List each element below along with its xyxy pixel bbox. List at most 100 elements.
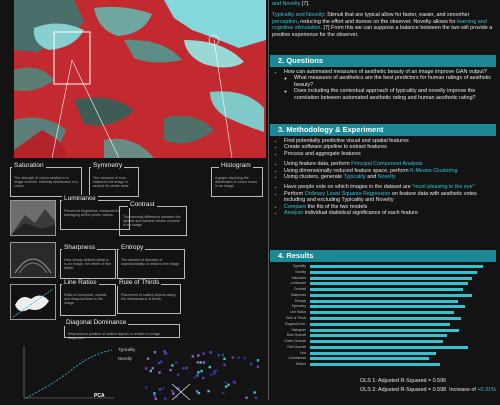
typicality-legend: Typicality bbox=[118, 347, 136, 352]
result-bar bbox=[310, 293, 472, 297]
result-bar-row: Texture bbox=[272, 362, 494, 368]
scatter-point bbox=[164, 397, 167, 400]
result-bar bbox=[310, 276, 472, 280]
scatter-point bbox=[195, 373, 199, 377]
ols2-row: OLS 2: Adjusted R-Squared = 0.598 Increa… bbox=[360, 387, 496, 394]
method-item: Analyze individual statistical significa… bbox=[284, 210, 496, 216]
scatter-point bbox=[157, 361, 160, 365]
rule-of-thirds-label: Rule of Thirds bbox=[117, 279, 162, 286]
histogram-label: Histogram bbox=[219, 162, 253, 169]
result-bar-label: Diagonal Dom. bbox=[284, 321, 306, 326]
result-bar bbox=[310, 334, 447, 338]
result-bar-row: Histogram bbox=[272, 328, 494, 334]
result-bar-label: Luminance bbox=[290, 281, 306, 286]
diagonal-dominance-label: Diagonal Dominance bbox=[64, 319, 129, 326]
contrast-box: The intensity difference between the lig… bbox=[119, 206, 187, 236]
result-bar-label: Saturation bbox=[291, 275, 306, 280]
method-item: Using feature data, perform Principal Co… bbox=[284, 161, 496, 167]
symmetry-box: The measure of how balanced the image is… bbox=[89, 167, 139, 197]
questions-sub-list: What measures of aesthetics are the best… bbox=[284, 75, 494, 101]
rule-of-thirds-box: Placement of salient objects along the i… bbox=[117, 284, 181, 314]
scatter-point bbox=[213, 371, 216, 374]
column-divider bbox=[268, 0, 269, 400]
result-bar-row: Novelty bbox=[272, 270, 494, 276]
method-item: Compare the fits of the two models bbox=[284, 204, 496, 210]
scatter-point bbox=[197, 371, 200, 374]
scatter-point bbox=[158, 371, 161, 374]
result-bar-row: Luminance bbox=[272, 281, 494, 287]
method-item: Create software pipeline to extract feat… bbox=[284, 144, 496, 150]
result-bar-label: Texture bbox=[295, 362, 306, 367]
methods-group-3: Have people vote on which images in the … bbox=[274, 184, 496, 216]
line-ratio-thumbnail bbox=[10, 284, 56, 320]
result-bar-label: Typicality bbox=[292, 264, 306, 268]
scatter-point bbox=[172, 392, 175, 395]
scatter-point bbox=[163, 351, 167, 355]
result-bar bbox=[310, 311, 454, 315]
result-bar-row: Contrast bbox=[272, 287, 494, 293]
scatter-point bbox=[160, 360, 163, 364]
method-item: Have people vote on which images in the … bbox=[284, 184, 496, 190]
result-bar bbox=[310, 363, 440, 367]
line-ratio-thumbnail-svg bbox=[12, 288, 54, 318]
symmetry-label: Symmetry bbox=[91, 162, 125, 169]
feature-grid: The strength of colour relative to a sin… bbox=[0, 158, 268, 340]
scatter-point bbox=[149, 369, 152, 373]
scatter-point bbox=[207, 389, 210, 393]
question-sub-2: Does including the contextual approach o… bbox=[294, 88, 494, 101]
sharpness-label: Sharpness bbox=[62, 244, 98, 251]
scatter-point bbox=[223, 357, 226, 360]
result-bar-row: Typicality bbox=[272, 264, 494, 270]
result-bar-label: Contrast bbox=[293, 287, 306, 292]
result-bar-row: Sharpness bbox=[272, 293, 494, 299]
scatter-point bbox=[169, 368, 172, 372]
result-bar-row: Red Channel bbox=[272, 345, 494, 351]
scatter-point bbox=[175, 386, 179, 390]
questions-list: How can automated measures of aesthetic … bbox=[274, 69, 494, 101]
methods-group-1: Find potentially predictive visual and s… bbox=[274, 138, 496, 157]
scatter-point bbox=[223, 363, 226, 366]
method-item: Perform Ordinary Least Squares Regressio… bbox=[284, 191, 496, 204]
result-bar bbox=[310, 265, 483, 268]
scatter-point bbox=[215, 369, 218, 372]
result-bar-label: Rule of Thirds bbox=[286, 316, 306, 320]
scatter-point bbox=[196, 361, 199, 364]
scatter-point bbox=[249, 362, 253, 366]
scatter-point bbox=[171, 364, 174, 367]
result-bar bbox=[310, 270, 478, 274]
scatter-point bbox=[201, 376, 205, 380]
scatter-point bbox=[233, 381, 236, 384]
ols-results: OLS 1: Adjusted R-Squared = 0.596 OLS 2:… bbox=[360, 378, 500, 394]
result-bar-label: Histogram bbox=[291, 327, 306, 332]
result-bar bbox=[310, 328, 460, 332]
scatter-point bbox=[162, 387, 165, 390]
scatter-point bbox=[202, 361, 206, 364]
method-item: Using dimensionally reduced feature spac… bbox=[284, 168, 496, 174]
scatter-point bbox=[232, 380, 235, 384]
result-bar-label: Line Ratios bbox=[290, 310, 306, 315]
result-bar-row: Blue Channel bbox=[272, 333, 494, 339]
line-ratios-box: Ratio of horizontal, vertical and diagon… bbox=[60, 284, 116, 316]
scatter-point bbox=[243, 357, 246, 360]
luminance-thumbnail-svg bbox=[11, 209, 55, 235]
luminance-label: Luminance bbox=[62, 195, 98, 202]
result-bar bbox=[310, 288, 463, 292]
result-bar-label: Blue Channel bbox=[286, 333, 306, 338]
scatter-point bbox=[153, 392, 156, 395]
result-bar-row: Hue bbox=[272, 351, 494, 357]
result-bar bbox=[310, 357, 429, 361]
results-bar-chart: Typicality Novelty Saturation Luminance Cont… bbox=[272, 264, 494, 368]
scatter-point bbox=[175, 361, 178, 364]
methods-group-2: Using feature data, perform Principal Co… bbox=[274, 161, 496, 180]
methodology-header: 3. Methodology & Experiment bbox=[270, 124, 496, 136]
scatter-point bbox=[209, 351, 212, 354]
intro-lead: and Novelty [7]. bbox=[272, 1, 310, 7]
line-ratios-label: Line Ratios bbox=[62, 279, 99, 286]
bottom-plots: Typicality Novelty PCA bbox=[14, 344, 268, 401]
scatter-point bbox=[185, 366, 188, 370]
result-bar bbox=[310, 345, 469, 349]
scatter-point bbox=[195, 390, 199, 393]
scatter-point bbox=[153, 394, 156, 397]
scatter-point bbox=[256, 359, 260, 362]
result-bar-row: Entropy bbox=[272, 299, 494, 305]
